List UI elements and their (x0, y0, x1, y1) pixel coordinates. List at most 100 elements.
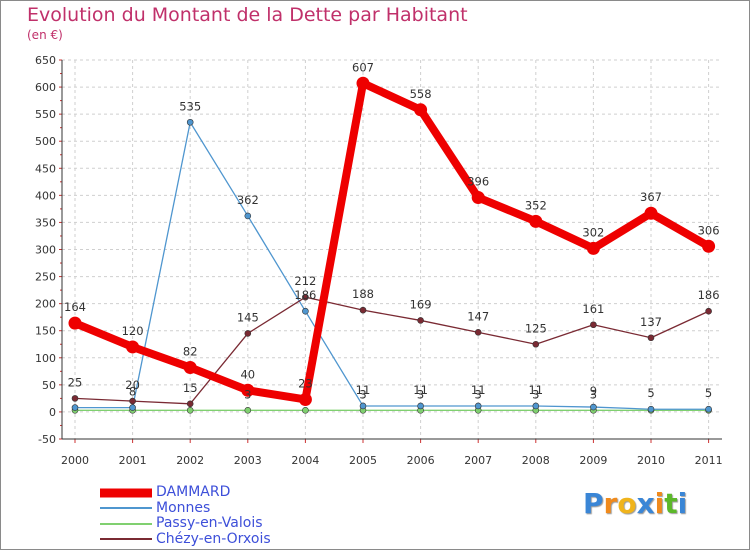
y-tick-label: 150 (35, 325, 56, 338)
logo-letter: r (603, 487, 618, 520)
y-tick-label: 300 (35, 244, 56, 257)
data-point-monnes (186, 118, 194, 126)
proxiti-logo: Proxiti (583, 487, 687, 520)
data-label: 188 (352, 287, 374, 301)
data-label: 3 (475, 387, 482, 401)
legend-label: Passy-en-Valois (156, 515, 263, 531)
x-tick-label: 2002 (176, 454, 204, 467)
y-tick-label: 200 (35, 298, 56, 311)
y-tick-label: 650 (35, 54, 56, 67)
data-label: 9 (590, 384, 597, 398)
x-tick-label: 2008 (522, 454, 550, 467)
y-tick-label: 550 (35, 108, 56, 121)
data-label: 11 (356, 383, 371, 397)
x-tick-label: 2005 (349, 454, 377, 467)
series-line-ch-zy-en-orxois (74, 296, 709, 405)
data-point-ch-zy-en-orxois (705, 307, 712, 315)
data-point-ch-zy-en-orxois (186, 400, 194, 408)
data-label: 535 (179, 99, 201, 113)
logo-letter: i (654, 487, 665, 520)
data-point-monnes (71, 404, 79, 411)
data-label: 3 (590, 387, 597, 401)
data-label: 3 (532, 387, 539, 401)
x-tick-label: 2003 (234, 454, 262, 467)
data-point-monnes (647, 405, 655, 413)
data-label: 186 (294, 288, 316, 302)
data-label: 25 (68, 375, 83, 389)
data-point-dammard (529, 214, 543, 228)
data-label: 11 (528, 383, 543, 397)
data-label: 352 (525, 198, 547, 212)
y-tick-label: -50 (38, 433, 56, 446)
data-label: 306 (698, 223, 720, 237)
legend-swatch-monnes (100, 507, 152, 510)
x-tick-label: 2006 (407, 454, 435, 467)
y-tick-label: 0 (49, 406, 56, 419)
data-label: 11 (471, 383, 486, 397)
data-point-dammard (586, 241, 600, 255)
data-label: 169 (410, 297, 432, 311)
x-tick-label: 2010 (637, 454, 665, 467)
y-tick-label: 350 (35, 216, 56, 229)
data-point-ch-zy-en-orxois (474, 329, 482, 336)
data-point-dammard (471, 191, 485, 205)
data-label: 161 (582, 302, 604, 316)
data-point-dammard (183, 361, 197, 375)
data-point-monnes (474, 402, 482, 410)
data-point-passy-en-valois (302, 407, 309, 414)
data-label: 20 (125, 378, 140, 392)
logo-letter: x (636, 487, 655, 520)
x-tick-label: 2007 (464, 454, 492, 467)
legend-swatch-chezy (100, 538, 152, 541)
data-point-ch-zy-en-orxois (647, 334, 655, 342)
data-point-dammard (414, 103, 428, 117)
data-point-passy-en-valois (186, 407, 194, 414)
x-tick-label: 2011 (695, 454, 723, 467)
data-label: 147 (467, 309, 489, 323)
legend-label: DAMMARD (156, 484, 231, 500)
data-label: 362 (237, 193, 259, 207)
data-point-ch-zy-en-orxois (417, 317, 424, 324)
logo-letter: o (617, 487, 637, 520)
y-tick-label: 400 (35, 189, 56, 202)
legend-label: Chézy-en-Orxois (156, 530, 271, 547)
grid (62, 59, 722, 440)
data-point-dammard (702, 239, 716, 253)
data-label: 302 (582, 225, 604, 239)
data-label: 125 (525, 321, 547, 335)
x-tick-label: 2000 (61, 454, 89, 467)
data-label: 8 (129, 385, 136, 399)
data-point-dammard (126, 340, 140, 354)
data-label: 558 (410, 87, 432, 101)
data-point-ch-zy-en-orxois (590, 321, 597, 329)
series-line-monnes (75, 121, 709, 410)
logo-letter: P (583, 487, 604, 520)
data-point-monnes (417, 402, 424, 410)
data-label: 396 (467, 175, 489, 189)
x-tick-label: 2009 (579, 454, 607, 467)
data-label: 15 (183, 381, 198, 395)
data-label: 607 (352, 60, 374, 74)
logo-letter: t (664, 487, 678, 520)
data-point-dammard (298, 392, 312, 406)
data-point-monnes (359, 402, 367, 410)
data-label: 3 (244, 387, 251, 401)
x-tick-label: 2004 (291, 454, 319, 467)
x-tick-label: 2001 (119, 454, 147, 467)
series-line-dammard (73, 79, 711, 404)
data-point-dammard (241, 383, 255, 397)
data-label: 11 (413, 383, 428, 397)
legend-swatch-passy (100, 522, 152, 525)
data-label: 3 (359, 387, 366, 401)
data-point-monnes (302, 307, 309, 315)
data-label: 137 (640, 315, 662, 329)
data-point-monnes (244, 212, 252, 220)
data-label: 145 (237, 310, 259, 324)
series (68, 76, 716, 414)
legend-label: Monnes (156, 499, 211, 516)
data-label: 367 (640, 190, 662, 204)
y-tick-label: 600 (35, 81, 56, 94)
data-point-ch-zy-en-orxois (359, 306, 367, 314)
data-label: 23 (298, 376, 313, 390)
